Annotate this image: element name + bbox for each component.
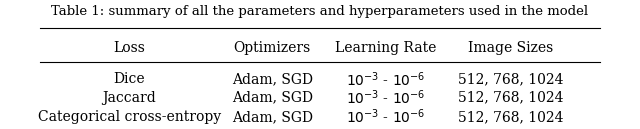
Text: Table 1: summary of all the parameters and hyperparameters used in the model: Table 1: summary of all the parameters a…	[51, 5, 589, 18]
Text: Adam, SGD: Adam, SGD	[232, 110, 313, 124]
Text: $10^{-3}$ - $10^{-6}$: $10^{-3}$ - $10^{-6}$	[346, 70, 426, 89]
Text: Learning Rate: Learning Rate	[335, 41, 436, 55]
Text: 512, 768, 1024: 512, 768, 1024	[458, 72, 563, 86]
Text: Categorical cross-entropy: Categorical cross-entropy	[38, 110, 221, 124]
Text: 512, 768, 1024: 512, 768, 1024	[458, 91, 563, 105]
Text: Adam, SGD: Adam, SGD	[232, 91, 313, 105]
Text: Jaccard: Jaccard	[102, 91, 156, 105]
Text: Image Sizes: Image Sizes	[468, 41, 554, 55]
Text: Optimizers: Optimizers	[234, 41, 311, 55]
Text: $10^{-3}$ - $10^{-6}$: $10^{-3}$ - $10^{-6}$	[346, 88, 426, 107]
Text: $10^{-3}$ - $10^{-6}$: $10^{-3}$ - $10^{-6}$	[346, 108, 426, 126]
Text: Loss: Loss	[113, 41, 145, 55]
Text: Adam, SGD: Adam, SGD	[232, 72, 313, 86]
Text: Dice: Dice	[113, 72, 145, 86]
Text: 512, 768, 1024: 512, 768, 1024	[458, 110, 563, 124]
